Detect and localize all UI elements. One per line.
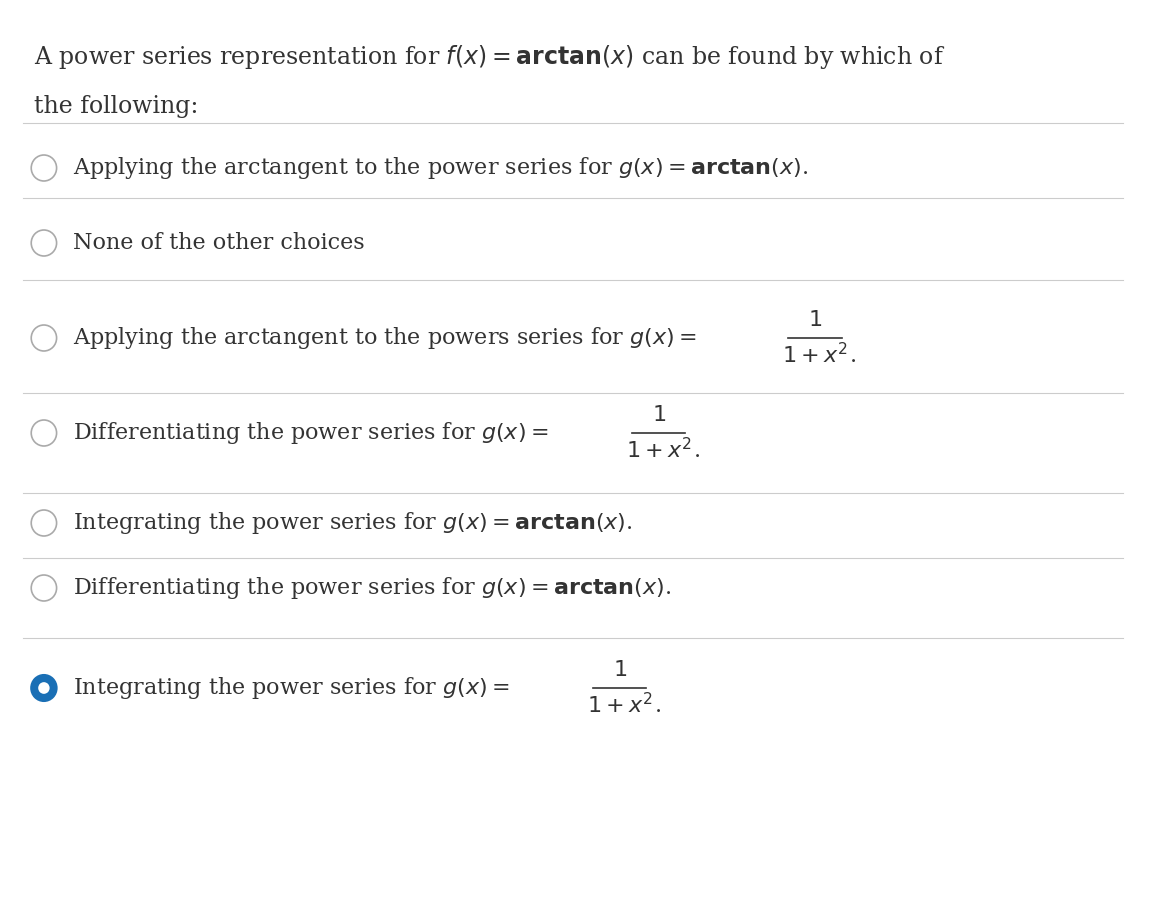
Circle shape — [32, 230, 56, 256]
Text: the following:: the following: — [34, 95, 198, 118]
Circle shape — [32, 420, 56, 446]
Text: None of the other choices: None of the other choices — [73, 232, 365, 254]
Text: Applying the arctangent to the powers series for $g(x) = $: Applying the arctangent to the powers se… — [73, 325, 697, 351]
Text: Applying the arctangent to the power series for $g(x) = \mathbf{arctan}(x)$.: Applying the arctangent to the power ser… — [73, 155, 809, 181]
Circle shape — [32, 155, 56, 181]
Text: $1$: $1$ — [808, 309, 822, 331]
Circle shape — [32, 325, 56, 351]
Circle shape — [32, 510, 56, 536]
Circle shape — [32, 675, 56, 701]
Text: $1$: $1$ — [613, 659, 627, 681]
Text: .: . — [850, 345, 857, 367]
Circle shape — [39, 682, 49, 694]
Text: Differentiating the power series for $g(x) = $: Differentiating the power series for $g(… — [73, 420, 548, 446]
Text: Integrating the power series for $g(x) = $: Integrating the power series for $g(x) =… — [73, 675, 510, 701]
Text: $1 + x^2$: $1 + x^2$ — [626, 438, 691, 463]
Text: .: . — [694, 440, 701, 462]
Text: Integrating the power series for $g(x) = \mathbf{arctan}(x)$.: Integrating the power series for $g(x) =… — [73, 510, 633, 536]
Text: $1$: $1$ — [652, 404, 666, 426]
Text: $1 + x^2$: $1 + x^2$ — [782, 343, 848, 368]
Circle shape — [32, 575, 56, 601]
Text: $1 + x^2$: $1 + x^2$ — [587, 693, 653, 718]
Text: A power series representation for $f(x) = \mathbf{arctan}(x)$ can be found by wh: A power series representation for $f(x) … — [34, 43, 945, 71]
Text: .: . — [655, 695, 662, 717]
Text: Differentiating the power series for $g(x) = \mathbf{arctan}(x)$.: Differentiating the power series for $g(… — [73, 575, 672, 601]
